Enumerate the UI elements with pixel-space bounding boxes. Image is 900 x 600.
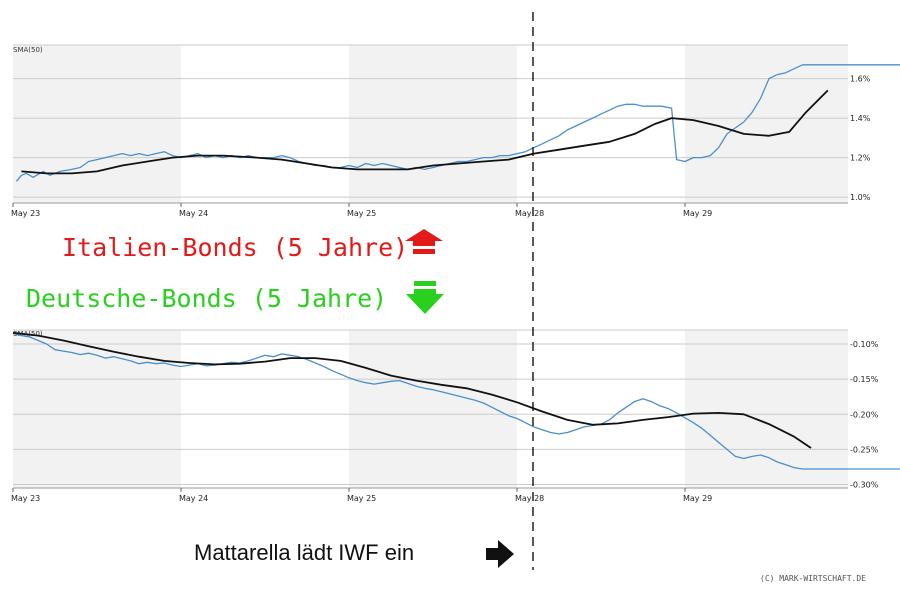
- italy-chart-grid: [13, 44, 848, 204]
- italy-chart-series: [15, 64, 900, 182]
- italy-x-tick-label: May 25: [347, 209, 376, 218]
- germany-chart-bands: [13, 330, 848, 488]
- germany-day-band: [13, 330, 181, 488]
- germany-bonds-label: Deutsche-Bonds (5 Jahre): [26, 284, 387, 313]
- italy-day-band: [349, 45, 517, 203]
- italy-x-tick-label: May 28: [515, 209, 544, 218]
- italy-sma-line: [21, 89, 829, 175]
- italy-chart-bands: [13, 45, 848, 203]
- germany-sma-line: [12, 331, 812, 449]
- germany-x-tick-label: May 28: [515, 494, 544, 503]
- germany-day-band: [685, 330, 848, 488]
- arrow-up-icon: [405, 229, 443, 254]
- italy-indicator-label: SMA(50): [13, 46, 43, 54]
- germany-x-tick-label: May 24: [179, 494, 208, 503]
- italy-y-tick-label: 1.6%: [850, 75, 871, 84]
- germany-y-tick-label: -0.20%: [850, 410, 879, 419]
- germany-chart-grid: [13, 329, 848, 489]
- arrow-down-icon: [406, 281, 444, 314]
- italy-chart-y-ticks: 1.0% 1.2% 1.4% 1.6%: [850, 75, 871, 203]
- event-label: Mattarella lädt IWF ein: [194, 540, 414, 565]
- italy-x-tick-label: May 24: [179, 209, 208, 218]
- germany-day-band: [349, 330, 517, 488]
- germany-x-tick-label: May 29: [683, 494, 712, 503]
- italy-x-tick-label: May 23: [11, 209, 40, 218]
- italy-chart-x-ticks: May 23 May 24 May 25 May 28 May 29: [11, 203, 712, 218]
- germany-x-tick-label: May 23: [11, 494, 40, 503]
- germany-y-tick-label: -0.10%: [850, 340, 879, 349]
- arrow-right-icon: [486, 540, 514, 568]
- italy-x-tick-label: May 29: [683, 209, 712, 218]
- italy-bond-chart: May 23 May 24 May 25 May 28 May 29 1.0%1.2%1…: [11, 44, 900, 218]
- germany-chart-x-ticks: May 23 May 24 May 25 May 28 May 29: [11, 488, 712, 503]
- italy-day-band: [13, 45, 181, 203]
- italy-price-line: [15, 64, 900, 182]
- germany-y-tick-label: -0.25%: [850, 445, 879, 454]
- germany-x-tick-label: May 25: [347, 494, 376, 503]
- germany-y-tick-label: -0.30%: [850, 480, 879, 489]
- italy-y-tick-label: 1.4%: [850, 114, 871, 123]
- italy-bonds-label: Italien-Bonds (5 Jahre): [62, 233, 408, 262]
- credit-label: (C) MARK-WIRTSCHAFT.DE: [760, 574, 866, 583]
- germany-bond-chart: May 23 May 24 May 25 May 28 May 29 -0.10%-0.…: [11, 329, 900, 503]
- germany-y-tick-label: -0.15%: [850, 375, 879, 384]
- italy-y-tick-label: 1.2%: [850, 154, 871, 163]
- germany-chart-series: [12, 331, 900, 470]
- germany-chart-y-ticks: -0.10% -0.15% -0.20% -0.25% -0.30%: [850, 340, 879, 489]
- italy-y-tick-label: 1.0%: [850, 193, 871, 202]
- germany-price-line: [12, 332, 900, 470]
